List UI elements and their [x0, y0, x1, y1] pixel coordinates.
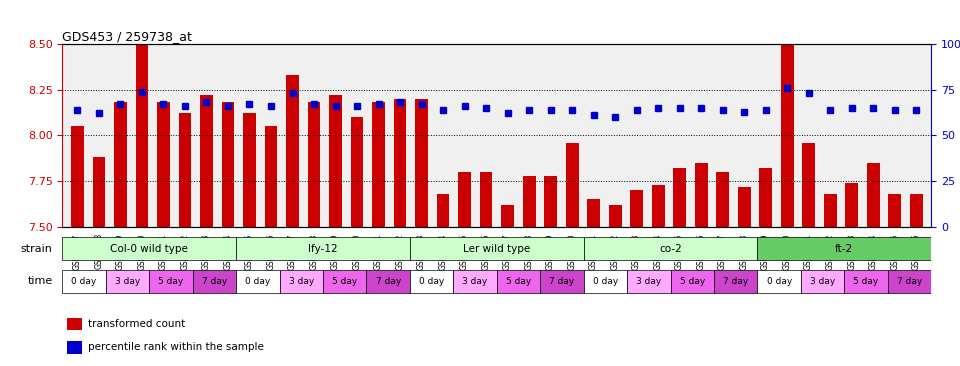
- Bar: [179, 113, 191, 227]
- FancyBboxPatch shape: [410, 237, 584, 260]
- Text: ft-2: ft-2: [835, 243, 853, 254]
- FancyBboxPatch shape: [801, 270, 845, 293]
- Text: 7 day: 7 day: [549, 277, 575, 286]
- Text: 7 day: 7 day: [897, 277, 923, 286]
- Text: 5 day: 5 day: [332, 277, 357, 286]
- Bar: [265, 126, 277, 227]
- Bar: [630, 190, 643, 227]
- Text: 3 day: 3 day: [810, 277, 835, 286]
- Bar: [695, 163, 708, 227]
- Text: 3 day: 3 day: [636, 277, 661, 286]
- Text: 0 day: 0 day: [71, 277, 97, 286]
- FancyBboxPatch shape: [888, 270, 931, 293]
- Bar: [609, 205, 621, 227]
- FancyBboxPatch shape: [670, 270, 714, 293]
- Bar: [480, 172, 492, 227]
- Bar: [588, 199, 600, 227]
- Bar: [67, 341, 83, 354]
- Text: 7 day: 7 day: [375, 277, 401, 286]
- Text: 3 day: 3 day: [289, 277, 314, 286]
- Bar: [867, 163, 879, 227]
- FancyBboxPatch shape: [757, 237, 931, 260]
- Text: time: time: [28, 276, 53, 287]
- Bar: [350, 117, 364, 227]
- Text: 0 day: 0 day: [419, 277, 444, 286]
- Text: 5 day: 5 day: [680, 277, 705, 286]
- Bar: [759, 168, 772, 227]
- Bar: [458, 172, 471, 227]
- Bar: [222, 102, 234, 227]
- Bar: [544, 176, 557, 227]
- Bar: [910, 194, 923, 227]
- FancyBboxPatch shape: [323, 270, 367, 293]
- FancyBboxPatch shape: [62, 237, 236, 260]
- FancyBboxPatch shape: [584, 237, 757, 260]
- Text: 0 day: 0 day: [245, 277, 271, 286]
- FancyBboxPatch shape: [236, 270, 279, 293]
- Bar: [737, 187, 751, 227]
- Bar: [67, 318, 83, 330]
- Text: percentile rank within the sample: percentile rank within the sample: [88, 342, 264, 352]
- FancyBboxPatch shape: [279, 270, 323, 293]
- FancyBboxPatch shape: [757, 270, 801, 293]
- Bar: [803, 143, 815, 227]
- Bar: [200, 95, 213, 227]
- FancyBboxPatch shape: [497, 270, 540, 293]
- Text: 7 day: 7 day: [202, 277, 228, 286]
- Text: 5 day: 5 day: [158, 277, 183, 286]
- Bar: [845, 183, 858, 227]
- Text: 5 day: 5 day: [506, 277, 531, 286]
- Bar: [824, 194, 836, 227]
- FancyBboxPatch shape: [193, 270, 236, 293]
- FancyBboxPatch shape: [453, 270, 497, 293]
- Text: lfy-12: lfy-12: [308, 243, 338, 254]
- Bar: [780, 11, 794, 227]
- Text: transformed count: transformed count: [88, 319, 185, 329]
- Bar: [394, 99, 406, 227]
- Bar: [673, 168, 686, 227]
- Bar: [716, 172, 729, 227]
- Text: 3 day: 3 day: [463, 277, 488, 286]
- Bar: [307, 102, 321, 227]
- Bar: [329, 95, 342, 227]
- FancyBboxPatch shape: [236, 237, 410, 260]
- Text: 0 day: 0 day: [592, 277, 618, 286]
- Bar: [243, 113, 256, 227]
- FancyBboxPatch shape: [540, 270, 584, 293]
- Bar: [157, 102, 170, 227]
- Bar: [437, 194, 449, 227]
- Text: 3 day: 3 day: [115, 277, 140, 286]
- FancyBboxPatch shape: [150, 270, 193, 293]
- Bar: [501, 205, 514, 227]
- Text: co-2: co-2: [660, 243, 682, 254]
- Bar: [71, 126, 84, 227]
- FancyBboxPatch shape: [584, 270, 627, 293]
- FancyBboxPatch shape: [627, 270, 670, 293]
- Bar: [522, 176, 536, 227]
- Text: 0 day: 0 day: [766, 277, 792, 286]
- Bar: [92, 157, 106, 227]
- FancyBboxPatch shape: [845, 270, 888, 293]
- Text: 5 day: 5 day: [853, 277, 878, 286]
- Bar: [286, 75, 299, 227]
- FancyBboxPatch shape: [106, 270, 150, 293]
- Bar: [135, 44, 149, 227]
- Text: 7 day: 7 day: [723, 277, 749, 286]
- FancyBboxPatch shape: [410, 270, 453, 293]
- Bar: [888, 194, 901, 227]
- FancyBboxPatch shape: [367, 270, 410, 293]
- Bar: [372, 102, 385, 227]
- Bar: [114, 102, 127, 227]
- Bar: [415, 99, 428, 227]
- Bar: [565, 143, 579, 227]
- FancyBboxPatch shape: [714, 270, 757, 293]
- Text: GDS453 / 259738_at: GDS453 / 259738_at: [62, 30, 192, 43]
- Bar: [652, 185, 664, 227]
- Text: strain: strain: [21, 243, 53, 254]
- Text: Ler wild type: Ler wild type: [463, 243, 531, 254]
- Text: Col-0 wild type: Col-0 wild type: [110, 243, 188, 254]
- FancyBboxPatch shape: [62, 270, 106, 293]
